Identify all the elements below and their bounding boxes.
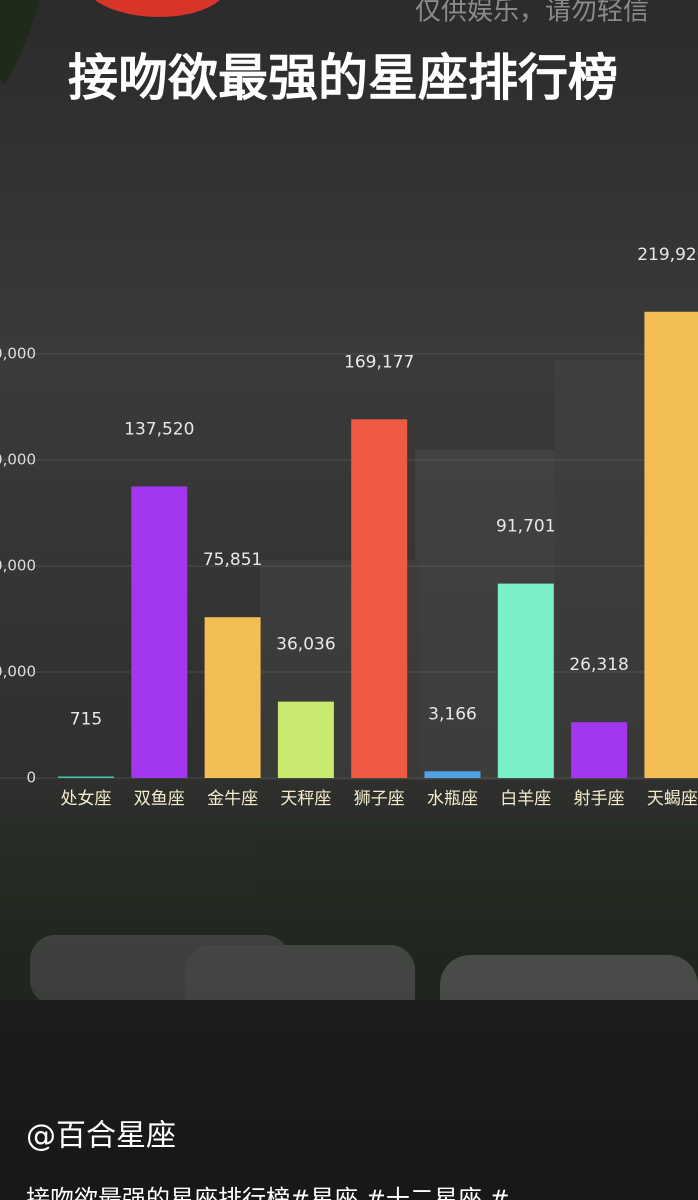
bar <box>351 419 408 778</box>
bar <box>644 311 698 778</box>
x-tick-label: 水瓶座 <box>427 789 478 809</box>
y-tick-label: 150,000 <box>0 451 36 469</box>
flower-decoration <box>95 0 220 17</box>
x-tick-label: 射手座 <box>574 789 625 809</box>
value-label: 26,318 <box>569 655 628 675</box>
value-label: 3,166 <box>428 704 477 724</box>
x-tick-label: 狮子座 <box>354 789 405 809</box>
x-tick-label: 白羊座 <box>500 789 551 809</box>
value-label: 91,701 <box>496 517 555 537</box>
y-tick-label: 50,000 <box>0 663 36 681</box>
x-tick-label: 天秤座 <box>280 789 331 809</box>
x-tick-label: 双鱼座 <box>134 789 185 809</box>
disclaimer: 仅供娱乐，请勿轻信 <box>415 0 649 27</box>
x-tick-label: 天蝎座 <box>647 789 698 809</box>
y-tick-label: 200,000 <box>0 345 36 363</box>
bar <box>204 617 261 778</box>
y-tick-label: 100,000 <box>0 557 36 575</box>
value-label: 169,177 <box>344 352 414 372</box>
x-tick-label: 金牛座 <box>207 789 258 809</box>
value-label: 219,920 <box>637 245 698 265</box>
bar <box>131 486 188 778</box>
bar <box>424 771 481 778</box>
caption: 接吻欲最强的星座排行榜#星座 #十二星座 # <box>26 1185 510 1200</box>
bar <box>571 722 628 778</box>
leaf-decoration <box>0 0 40 85</box>
bar <box>277 701 334 778</box>
account-name: @百合星座 <box>26 1119 176 1154</box>
value-label: 137,520 <box>124 419 194 439</box>
plot: 0 50,000 100,000 150,000 200,000 715 处女座 137,52… <box>0 245 698 809</box>
bar <box>58 776 114 778</box>
value-label: 715 <box>70 709 102 729</box>
value-label: 75,851 <box>203 550 262 570</box>
x-tick-label: 处女座 <box>61 789 112 809</box>
value-label: 36,036 <box>276 635 335 655</box>
bar <box>497 583 554 778</box>
y-tick-label: 0 <box>26 769 36 787</box>
chart-title: 接吻欲最强的星座排行榜 <box>68 48 618 107</box>
